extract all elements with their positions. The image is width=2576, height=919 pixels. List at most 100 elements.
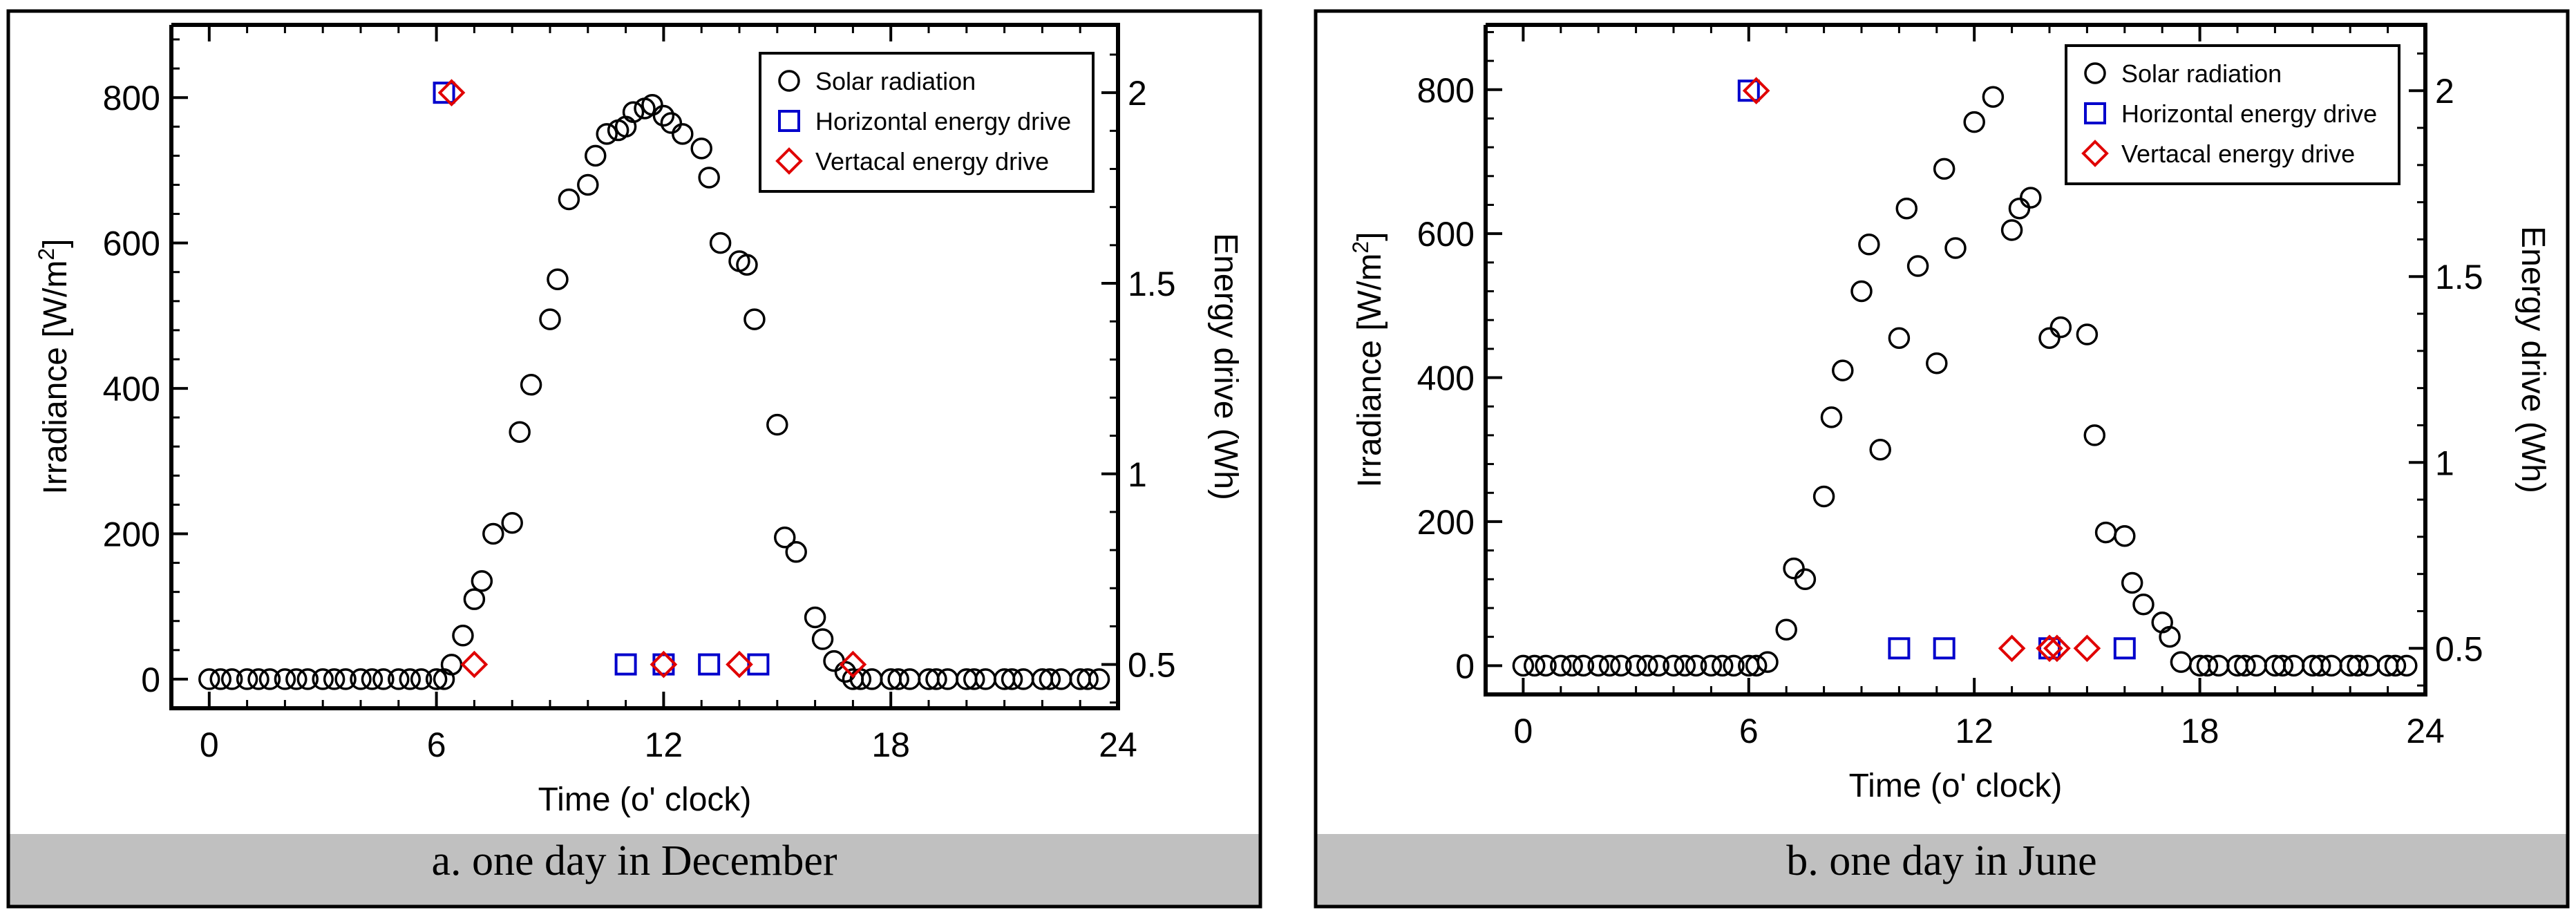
solar-radiation-point: [1888, 327, 1911, 349]
solar-radiation-point: [452, 625, 474, 647]
solar-radiation-point: [1794, 568, 1817, 591]
solar-radiation-point: [2309, 654, 2331, 677]
solar-radiation-point: [2358, 654, 2380, 677]
solar-radiation-point: [1711, 654, 1734, 677]
solar-radiation-point: [539, 308, 561, 330]
y-tick-label: 200: [1417, 503, 1475, 542]
vertical-energy-drive-point: [1742, 77, 1770, 105]
x-tick-label: 18: [2181, 712, 2219, 750]
solar-radiation-point: [1756, 651, 1779, 673]
horizontal-energy-drive-point: [614, 653, 637, 676]
solar-radiation-point: [220, 668, 243, 690]
solar-radiation-point: [1858, 234, 1880, 256]
solar-radiation-point: [1088, 668, 1110, 690]
horizontal-energy-drive-point: [2113, 637, 2136, 660]
solar-radiation-point: [641, 93, 663, 116]
y2-tick-label: 2: [2435, 72, 2454, 111]
horizontal-energy-drive-point: [1737, 79, 1760, 102]
y-axis-title-superscript: 2: [1348, 241, 1373, 254]
y-axis-title-main: Irradiance [W/m: [37, 260, 74, 495]
solar-radiation-point: [1723, 654, 1745, 677]
vertical-energy-drive-point: [437, 79, 466, 107]
legend-solar-marker: [778, 70, 800, 92]
legend-horizontal-marker: [2084, 102, 2106, 124]
solar-radiation-point: [334, 668, 357, 690]
solar-radiation-point: [585, 144, 607, 167]
legend-label: Horizontal energy drive: [2121, 100, 2377, 128]
x-tick-label: 0: [1513, 712, 1533, 750]
solar-radiation-point: [1077, 668, 1099, 690]
solar-radiation-point: [1944, 237, 1967, 259]
solar-radiation-point: [1674, 654, 1696, 677]
solar-radiation-point: [963, 668, 985, 690]
solar-radiation-point: [744, 308, 766, 330]
plot-area-june: 0 6 12 18 24 0 200 400 600 800 0.5 1 1.5 2 Time (o' cl…: [1348, 23, 2551, 804]
solar-radiation-point: [1933, 158, 1955, 180]
horizontal-energy-drive-point: [1888, 637, 1911, 660]
solar-radiation-point: [258, 668, 281, 690]
solar-radiation-point: [2208, 654, 2230, 677]
solar-radiation-point: [312, 668, 334, 690]
vertical-energy-drive-point: [2036, 634, 2063, 663]
solar-radiation-point: [2114, 525, 2136, 547]
solar-radiation-point: [1572, 654, 1595, 677]
solar-radiation-point: [2049, 316, 2072, 339]
solar-radiation-point: [2384, 654, 2407, 677]
solar-radiation-point: [2396, 654, 2418, 677]
solar-radiation-point: [2121, 571, 2143, 594]
solar-radiation-point: [410, 668, 433, 690]
solar-radiation-point: [1535, 654, 1557, 677]
solar-radiation-point: [520, 374, 542, 396]
solar-radiation-point: [690, 138, 712, 160]
solar-radiation-point: [1587, 654, 1609, 677]
solar-radiation-point: [1783, 557, 1805, 580]
vertical-energy-drive-point: [460, 650, 489, 679]
solar-radiation-point: [974, 668, 996, 690]
legend-box: [759, 52, 1095, 193]
y-tick-label: 200: [103, 515, 160, 553]
panel-caption-june: b. one day in June: [1786, 837, 2096, 884]
solar-radiation-point: [698, 167, 720, 189]
solar-radiation-point: [509, 421, 531, 443]
solar-radiation-point: [2000, 219, 2023, 241]
solar-radiation-point: [2094, 521, 2117, 544]
x-tick-label: 12: [645, 726, 683, 764]
solar-radiation-point: [247, 668, 269, 690]
solar-radiation-point: [399, 668, 421, 690]
solar-radiation-point: [463, 588, 486, 610]
y-axis-title: Irradiance [W/m2]: [1348, 232, 1388, 488]
solar-radiation-point: [1598, 654, 1621, 677]
x-tick-label: 24: [2406, 712, 2445, 750]
y-axis-title-main: Irradiance [W/m: [1352, 254, 1388, 488]
horizontal-energy-drive-point: [652, 653, 675, 676]
y2-axis-title: Energy drive (Wh): [2515, 226, 2551, 493]
y2-tick-label: 1.5: [1128, 265, 1176, 303]
x-tick-label: 6: [427, 726, 446, 764]
solar-radiation-point: [2271, 654, 2294, 677]
solar-radiation-point: [2076, 323, 2099, 345]
solar-radiation-point: [2132, 594, 2154, 616]
x-axis-title: Time (o' clock): [1849, 768, 2063, 804]
solar-radiation-point: [501, 511, 523, 534]
solar-radiation-point: [1647, 654, 1669, 677]
horizontal-energy-drive-point: [1933, 637, 1955, 660]
horizontal-energy-drive-point: [747, 653, 770, 676]
solar-radiation-point: [936, 668, 959, 690]
legend-vertical-marker: [2081, 140, 2109, 167]
panel-december: a. one day in December 0 6 12 18 24020040060…: [6, 9, 1262, 909]
solar-radiation-point: [1685, 654, 1707, 677]
solar-radiation-point: [2008, 197, 2031, 220]
solar-radiation-point: [766, 413, 788, 436]
panel-frame-december: [6, 9, 1262, 909]
caption-band-december: [8, 834, 1260, 907]
solar-radiation-point: [1745, 654, 1768, 677]
solar-radiation-point: [622, 101, 645, 124]
solar-radiation-point: [823, 650, 845, 672]
legend-label: Vertacal energy drive: [815, 147, 1049, 176]
solar-radiation-point: [2170, 651, 2193, 673]
solar-radiation-point: [482, 522, 504, 545]
solar-radiation-point: [1906, 255, 1929, 277]
solar-radiation-point: [1775, 618, 1797, 641]
solar-radiation-point: [774, 527, 796, 549]
